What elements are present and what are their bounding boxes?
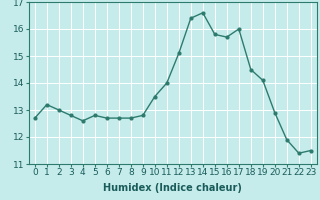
X-axis label: Humidex (Indice chaleur): Humidex (Indice chaleur) bbox=[103, 183, 242, 193]
